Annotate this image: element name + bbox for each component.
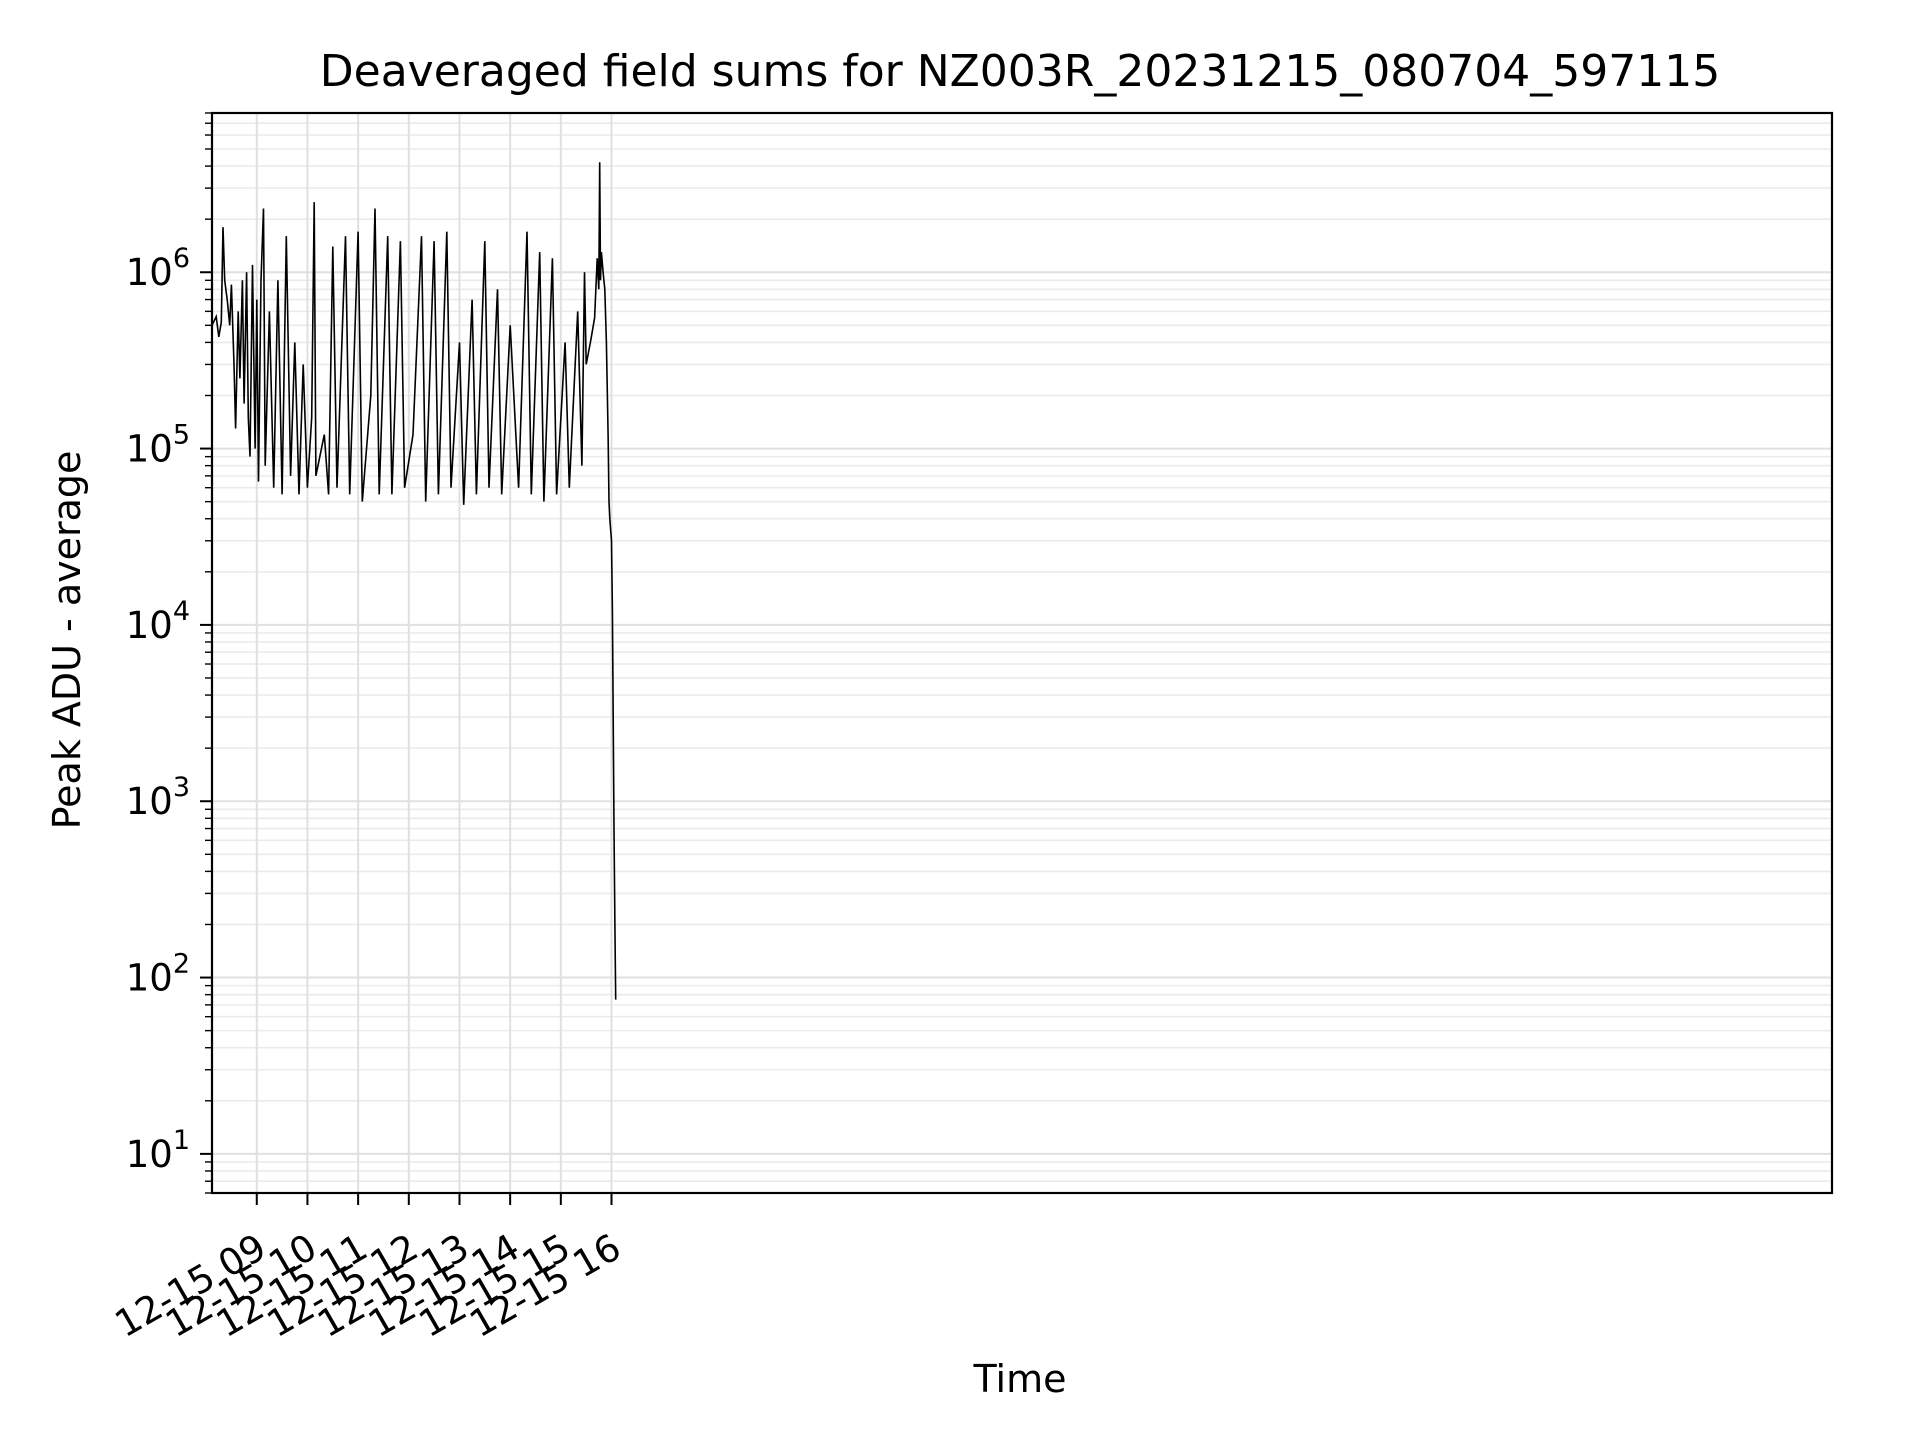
y-axis-ticks: 101 102 103 104 105 106: [126, 112, 212, 1194]
y-tick-label: 102: [126, 949, 190, 1000]
plot-frame: [210, 111, 1834, 1195]
y-tick-label: 103: [126, 772, 190, 823]
y-axis-label: Peak ADU - average: [45, 451, 89, 830]
x-axis-label: Time: [973, 1357, 1067, 1401]
y-tick-label: 105: [126, 420, 190, 471]
y-tick-label: 106: [126, 243, 190, 294]
series-line: [211, 162, 617, 1000]
chart-title: Deaveraged field sums for NZ003R_2023121…: [320, 46, 1720, 97]
y-tick-label: 104: [126, 596, 190, 647]
y-tick-label: 101: [126, 1125, 190, 1176]
grid-lines: [212, 112, 1832, 1194]
